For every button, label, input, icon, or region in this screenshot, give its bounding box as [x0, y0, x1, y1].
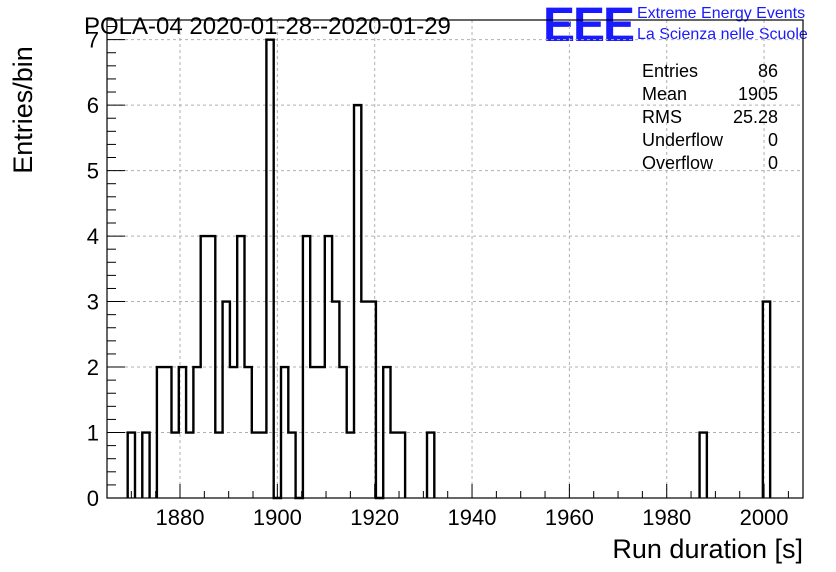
histogram-bins: [126, 38, 772, 500]
stats-label: Entries: [642, 61, 698, 81]
histogram-outline: [126, 38, 772, 500]
stats-value: 0: [768, 130, 778, 150]
chart-title: POLA-04 2020-01-28--2020-01-29: [84, 13, 451, 40]
stats-label: Underflow: [642, 130, 724, 150]
x-axis-title: Run duration [s]: [612, 534, 803, 564]
stats-value: 0: [768, 153, 778, 173]
stats-value: 25.28: [733, 107, 778, 127]
y-tick-label: 7: [87, 28, 99, 53]
histogram-bin: [259, 433, 266, 498]
x-tick-label: 2000: [740, 505, 789, 530]
stats-box: Entries 86 Mean 1905 RMS 25.28 Underflow 0 Overf…: [642, 61, 778, 173]
histogram-bin: [215, 433, 222, 498]
logo-mark: EEE: [543, 0, 634, 52]
x-tick-label: 1940: [448, 505, 497, 530]
plot-frame: [106, 19, 804, 499]
y-tick-label: 2: [87, 355, 99, 380]
y-tick-label: 4: [87, 224, 99, 249]
histogram-bin: [361, 302, 368, 498]
axes: [106, 19, 804, 499]
stats-label: Mean: [642, 84, 687, 104]
y-tick-label: 3: [87, 290, 99, 315]
histogram-bin: [171, 433, 178, 498]
x-tick-label: 1960: [545, 505, 594, 530]
y-tick-label: 1: [87, 421, 99, 446]
stats-value: 86: [758, 61, 778, 81]
x-tick-label: 1980: [642, 505, 691, 530]
histogram-bin: [252, 433, 259, 498]
stats-label: Overflow: [642, 153, 714, 173]
logo-line-1: Extreme Energy Events: [637, 5, 805, 22]
histogram-bin: [186, 433, 193, 498]
y-tick-label: 5: [87, 159, 99, 184]
stats-value: 1905: [738, 84, 778, 104]
stats-label: RMS: [642, 107, 682, 127]
logo-line-2: La Scienza nelle Scuole: [637, 26, 808, 43]
histogram-bin: [391, 433, 398, 498]
x-tick-label: 1900: [253, 505, 302, 530]
y-tick-label: 0: [87, 486, 99, 511]
histogram-bin: [347, 433, 354, 498]
x-tick-label: 1920: [350, 505, 399, 530]
eee-logo: EEE Extreme Energy Events La Scienza nel…: [543, 0, 808, 52]
grid-lines: [107, 20, 803, 498]
tick-labels: 1880 1900 1920 1940 1960 1980 2000 0 1 2 3 4 5 6 7: [87, 28, 789, 530]
y-axis-title: Entries/bin: [8, 46, 38, 174]
y-tick-label: 6: [87, 93, 99, 118]
x-tick-label: 1880: [156, 505, 205, 530]
